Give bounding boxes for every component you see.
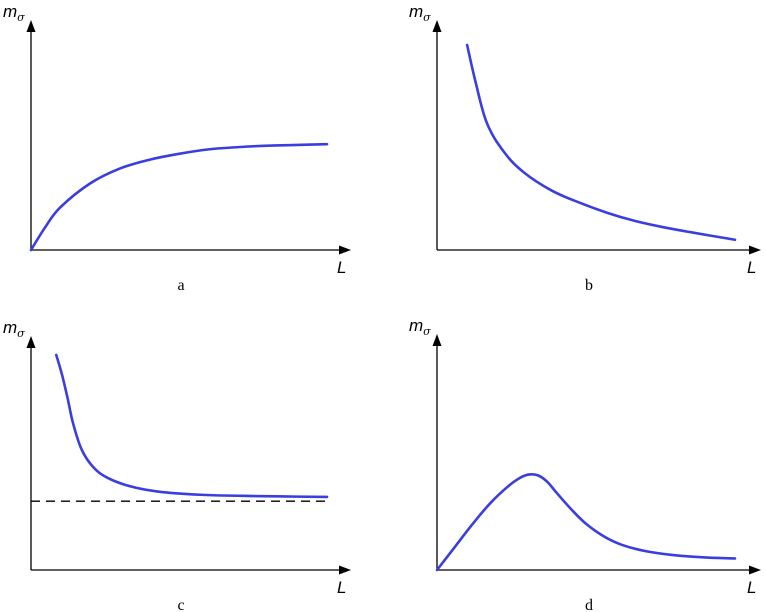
y-axis-label: mσ xyxy=(3,2,25,24)
y-axis-label: mσ xyxy=(409,316,431,338)
x-axis-arrow xyxy=(749,565,761,575)
y-axis-arrow xyxy=(432,20,442,32)
x-axis-label: L xyxy=(337,578,346,597)
panel-caption: d xyxy=(585,597,593,612)
y-axis-label: mσ xyxy=(409,2,431,24)
y-axis-arrow xyxy=(26,336,36,348)
panel-caption: a xyxy=(177,277,184,294)
panel-b: mσ Lb xyxy=(409,2,761,294)
series-curve-0 xyxy=(465,43,737,242)
x-axis-arrow xyxy=(339,245,351,255)
panel-c: mσ Lc xyxy=(3,318,351,612)
panel-a: mσ La xyxy=(3,2,351,294)
series-curve-0 xyxy=(54,353,329,499)
x-axis-label: L xyxy=(747,258,756,277)
y-axis-arrow xyxy=(26,20,36,32)
y-axis-label: mσ xyxy=(3,318,25,340)
series-curve-0 xyxy=(29,142,329,252)
panel-caption: b xyxy=(585,277,593,294)
panel-caption: c xyxy=(177,597,184,612)
x-axis-label: L xyxy=(337,258,346,277)
x-axis-arrow xyxy=(749,245,761,255)
x-axis-label: L xyxy=(747,578,756,597)
y-axis-arrow xyxy=(432,334,442,346)
x-axis-arrow xyxy=(339,565,351,575)
panel-d: mσ Ld xyxy=(409,316,761,612)
series-curve-0 xyxy=(435,472,737,572)
